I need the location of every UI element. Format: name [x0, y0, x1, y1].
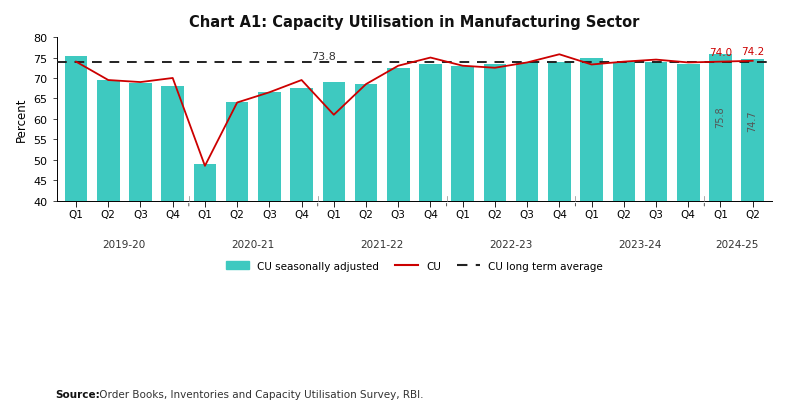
Bar [290, 89, 313, 364]
Text: 2020-21: 2020-21 [231, 240, 275, 250]
Text: 74.0: 74.0 [709, 48, 732, 58]
Y-axis label: Percent: Percent [15, 97, 28, 142]
Bar [194, 164, 216, 364]
Bar [645, 63, 667, 364]
Text: 2023-24: 2023-24 [619, 240, 662, 250]
Text: 73.8: 73.8 [311, 52, 336, 62]
Bar [515, 63, 538, 364]
Bar [97, 81, 120, 364]
Text: 2019-20: 2019-20 [103, 240, 146, 250]
Legend: CU seasonally adjusted, CU, CU long term average: CU seasonally adjusted, CU, CU long term… [226, 261, 603, 271]
Text: 2024-25: 2024-25 [715, 240, 758, 250]
Bar [548, 63, 571, 364]
Bar [226, 103, 249, 364]
Bar [323, 83, 345, 364]
Text: Order Books, Inventories and Capacity Utilisation Survey, RBI.: Order Books, Inventories and Capacity Ut… [96, 389, 423, 399]
Bar [258, 93, 281, 364]
Bar [419, 65, 442, 364]
Bar [709, 55, 732, 364]
Bar [355, 85, 377, 364]
Bar [452, 67, 474, 364]
Text: 75.8: 75.8 [715, 106, 726, 128]
Title: Chart A1: Capacity Utilisation in Manufacturing Sector: Chart A1: Capacity Utilisation in Manufa… [189, 15, 640, 30]
Text: 2022-23: 2022-23 [490, 240, 533, 250]
Bar [612, 63, 635, 364]
Text: 74.7: 74.7 [748, 110, 758, 132]
Text: 74.2: 74.2 [741, 47, 764, 57]
Text: Source:: Source: [55, 389, 100, 399]
Bar [580, 59, 603, 364]
Bar [741, 60, 764, 364]
Text: 2021-22: 2021-22 [360, 240, 404, 250]
Bar [161, 87, 184, 364]
Bar [65, 57, 87, 364]
Bar [484, 65, 506, 364]
Bar [677, 65, 700, 364]
Bar [387, 69, 409, 364]
Bar [129, 84, 152, 364]
